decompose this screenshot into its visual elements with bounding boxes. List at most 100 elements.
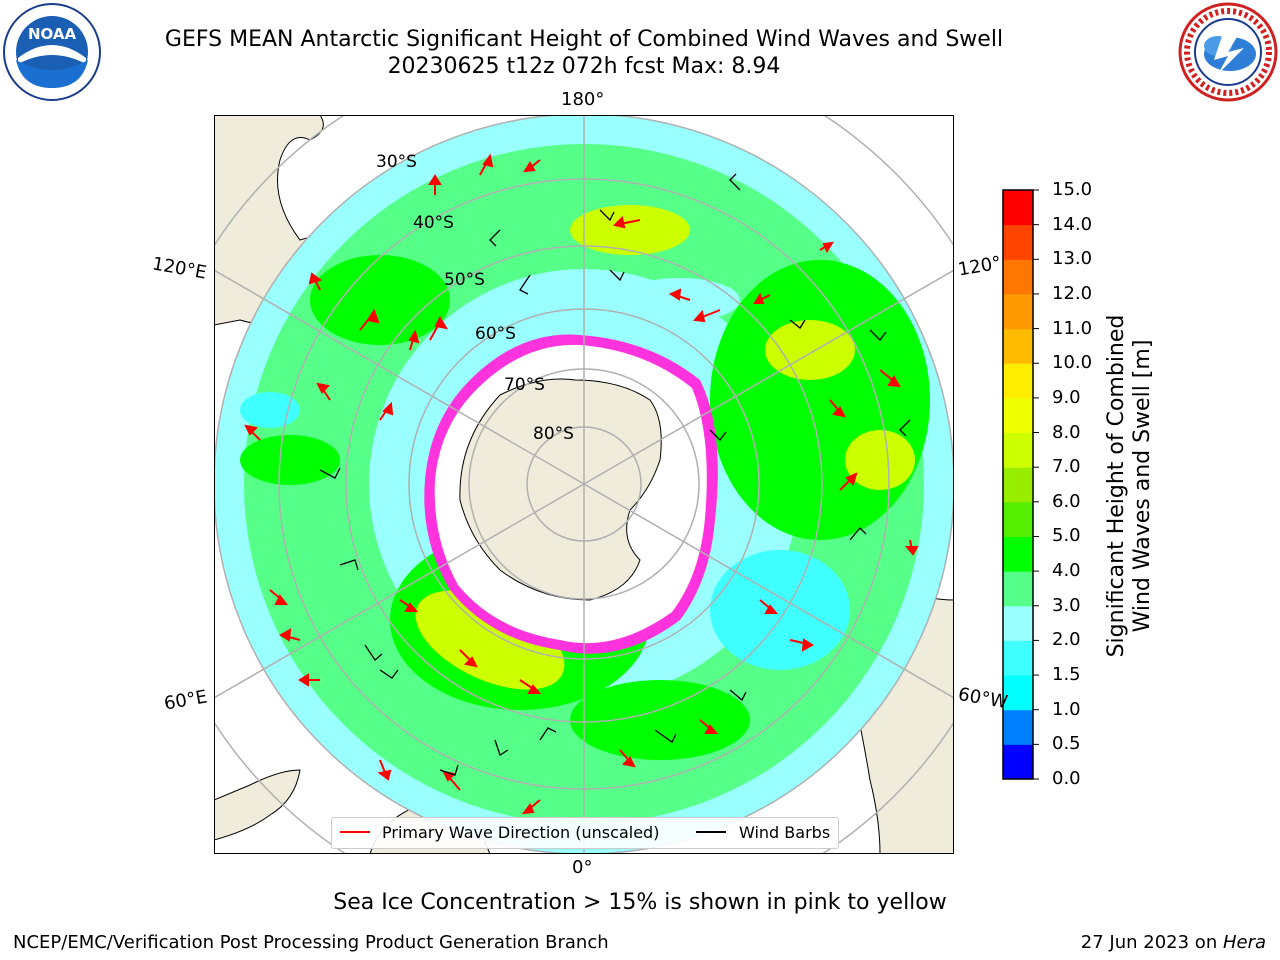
- wind-barb: [539, 727, 557, 741]
- wave-patch-2-3m-north: [620, 278, 740, 322]
- wave-arrow: [519, 679, 542, 694]
- wave-arrow: [619, 749, 636, 768]
- colorbar-band: [1003, 709, 1033, 745]
- wave-arrow: [479, 153, 494, 176]
- wind-barb: [849, 527, 867, 541]
- colorbar-band: [1003, 259, 1033, 295]
- wave-arrow: [408, 329, 420, 351]
- wave-patch-4-5m-west: [310, 255, 450, 345]
- wave-arrow: [244, 424, 261, 441]
- colorbar-band: [1003, 605, 1033, 641]
- colorbar: [1002, 189, 1039, 780]
- wave-arrow: [316, 382, 331, 401]
- colorbar-band: [1003, 293, 1033, 330]
- wave-arrow: [829, 399, 846, 418]
- footer-date: 27 Jun 2023 on Hera: [1081, 932, 1266, 953]
- wave-arrow: [429, 315, 449, 341]
- colorbar-tick-label: 8.0: [1052, 421, 1081, 443]
- svg-text:NOAA: NOAA: [28, 25, 77, 43]
- wave-arrow: [428, 174, 442, 195]
- colorbar-label-line2: Wind Waves and Swell [m]: [1130, 339, 1155, 633]
- wave-patch-7-8m-east2: [845, 430, 915, 490]
- wave-arrow: [399, 599, 419, 612]
- colorbar-tick-label: 15.0: [1052, 179, 1093, 200]
- lon-label-0: 0°: [572, 857, 593, 878]
- legend-barb-label: Wind Barbs: [739, 823, 831, 842]
- footer-host: Hera: [1222, 932, 1266, 953]
- legend-barb-line: [696, 831, 726, 833]
- wind-barb: [654, 729, 677, 743]
- wind-barb: [439, 764, 459, 776]
- wave-arrow: [692, 309, 721, 323]
- graticule: [214, 115, 954, 854]
- wind-barb: [709, 429, 727, 441]
- lat-label-30S: 30°S: [376, 152, 417, 172]
- wave-arrow: [298, 673, 320, 687]
- wind-barb: [599, 209, 615, 222]
- wave-arrow: [379, 401, 394, 421]
- wind-barb: [729, 173, 741, 191]
- colorbar-tick-label: 7.0: [1052, 456, 1081, 478]
- colorbar-tick-label: 12.0: [1052, 282, 1093, 304]
- colorbar-tick-label: 0.5: [1052, 733, 1081, 755]
- wind-barb: [729, 689, 747, 702]
- colorbar-band: [1003, 397, 1033, 434]
- wave-arrow: [359, 308, 380, 331]
- wave-arrow: [269, 589, 288, 605]
- wave-arrow: [613, 216, 641, 229]
- wave-patch-7-8m-east: [765, 320, 855, 380]
- colorbar-tick-label: 0.0: [1052, 768, 1081, 789]
- wave-arrow: [879, 369, 901, 388]
- colorbar-tick-label: 6.0: [1052, 490, 1081, 512]
- wave-arrow: [904, 539, 919, 556]
- wind-barb: [869, 329, 887, 341]
- colorbar-band: [1003, 190, 1033, 226]
- lat-label-40S: 40°S: [413, 213, 454, 233]
- legend-wave-line: [340, 831, 370, 833]
- colorbar-band: [1003, 640, 1033, 676]
- colorbar-band: [1003, 328, 1033, 364]
- wind-barb: [339, 559, 359, 571]
- wave-direction-arrows: [244, 153, 919, 815]
- wave-patch-1.5-2m-drake: [710, 550, 850, 670]
- colorbar-tick-label: 1.5: [1052, 664, 1081, 686]
- wave-arrow: [523, 159, 541, 173]
- colorbar-band: [1003, 224, 1033, 260]
- wave-arrow: [839, 472, 858, 491]
- wind-barb: [319, 467, 341, 479]
- lat-label-70S: 70°S: [504, 375, 545, 395]
- wind-barb: [494, 739, 509, 756]
- colorbar-tick-label: 13.0: [1052, 248, 1093, 270]
- colorbar-tick-label: 4.0: [1052, 560, 1081, 582]
- wave-arrow: [699, 719, 719, 734]
- colorbar-band: [1003, 744, 1033, 780]
- sea-ice-note: Sea Ice Concentration > 15% is shown in …: [333, 890, 947, 915]
- colorbar-band: [1003, 571, 1033, 607]
- colorbar-frame: [1002, 189, 1034, 780]
- wind-barb: [609, 269, 625, 282]
- colorbar-tick-label: 14.0: [1052, 213, 1093, 235]
- chart-subtitle: 20230625 t12z 072h fcst Max: 8.94: [387, 54, 781, 79]
- wave-arrow: [521, 799, 541, 815]
- wave-arrow: [753, 292, 771, 304]
- wind-barb: [489, 229, 501, 247]
- legend: Primary Wave Direction (unscaled) Wind B…: [331, 817, 839, 849]
- land-africa: [214, 769, 301, 841]
- colorbar-band: [1003, 501, 1033, 537]
- lat-label-80S: 80°S: [533, 424, 574, 444]
- land-pacific-corner: [840, 115, 954, 220]
- colorbar-band: [1003, 363, 1033, 399]
- wind-barb: [519, 274, 531, 295]
- map-area: [214, 115, 954, 854]
- wave-arrow: [459, 649, 478, 668]
- wind-barb: [379, 669, 399, 679]
- colorbar-tick-label: 11.0: [1052, 317, 1093, 339]
- wind-barb: [364, 644, 383, 661]
- wave-arrow: [819, 241, 834, 254]
- wind-barb: [789, 319, 806, 329]
- wind-barbs: [319, 173, 911, 776]
- footer-date-text: 27 Jun 2023 on: [1080, 932, 1223, 953]
- wave-patch-7-8m-north: [570, 205, 690, 255]
- lon-label-180: 180°: [561, 89, 605, 110]
- wave-arrow: [759, 599, 779, 614]
